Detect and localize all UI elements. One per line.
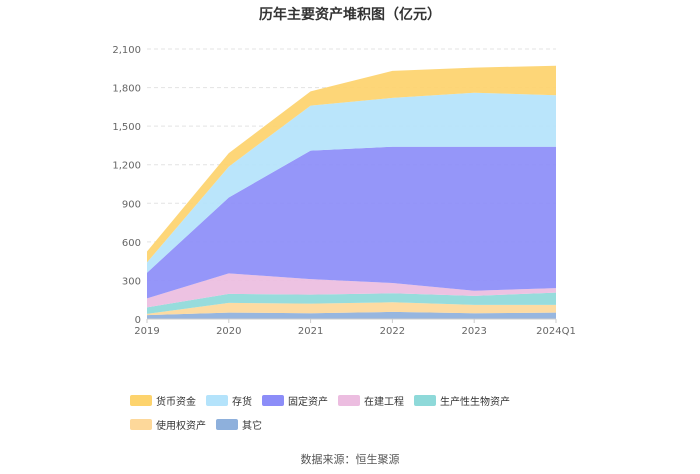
legend-swatch xyxy=(130,419,152,430)
y-tick-label: 1,500 xyxy=(112,122,141,133)
legend-swatch xyxy=(262,395,284,406)
x-axis-tick-labels: 2019 2020 2021 2022 2023 2024Q1 xyxy=(134,318,576,337)
y-tick-label: 0 xyxy=(135,315,141,326)
y-tick-label: 2,100 xyxy=(112,45,141,56)
y-tick-label: 600 xyxy=(122,238,141,249)
source-note: 数据来源：恒生聚源 xyxy=(300,453,400,466)
legend-swatch xyxy=(130,395,152,406)
legend-label: 货币资金 xyxy=(156,397,196,408)
area-固定资产 xyxy=(147,146,556,299)
legend-item[interactable]: 生产性生物资产 xyxy=(414,393,510,408)
legend-label: 固定资产 xyxy=(288,397,328,408)
legend-swatch xyxy=(216,419,238,430)
legend-label: 生产性生物资产 xyxy=(440,397,510,408)
x-tick-label: 2023 xyxy=(461,326,486,337)
x-tick-label: 2021 xyxy=(298,326,323,337)
x-tick-label: 2022 xyxy=(380,326,405,337)
area-使用权资产 xyxy=(147,302,556,316)
y-axis-tick-labels: 0 300 600 900 1,200 1,500 1,800 2,100 xyxy=(112,45,141,326)
y-tick-label: 900 xyxy=(122,199,141,210)
legend-swatch xyxy=(338,395,360,406)
legend-label: 其它 xyxy=(242,421,262,432)
y-tick-label: 1,800 xyxy=(112,84,141,95)
x-tick-label: 2024Q1 xyxy=(536,326,576,337)
y-tick-label: 300 xyxy=(122,276,141,287)
legend-item[interactable]: 固定资产 xyxy=(262,393,328,408)
legend-item[interactable]: 存货 xyxy=(206,393,252,408)
legend-swatch xyxy=(414,395,436,406)
x-tick-label: 2019 xyxy=(134,326,159,337)
legend-label: 使用权资产 xyxy=(156,421,206,432)
area-存货 xyxy=(147,92,556,273)
area-货币资金 xyxy=(147,65,556,263)
legend-label: 存货 xyxy=(232,397,252,408)
legend: 货币资金 存货 固定资产 在建工程 生产性生物资产使用权资产 其它 xyxy=(130,391,600,439)
area-其它 xyxy=(147,311,556,319)
y-tick-label: 1,200 xyxy=(112,161,141,172)
legend-label: 在建工程 xyxy=(364,397,404,408)
area-series xyxy=(147,65,556,319)
legend-item[interactable]: 其它 xyxy=(216,417,262,432)
legend-swatch xyxy=(206,395,228,406)
x-tick-label: 2020 xyxy=(216,326,241,337)
legend-item[interactable]: 在建工程 xyxy=(338,393,404,408)
legend-item[interactable]: 货币资金 xyxy=(130,393,196,408)
chart-title: 历年主要资产堆积图（亿元） xyxy=(259,7,441,23)
area-生产性生物资产 xyxy=(147,292,556,314)
legend-item[interactable]: 使用权资产 xyxy=(130,417,206,432)
area-在建工程 xyxy=(147,273,556,308)
